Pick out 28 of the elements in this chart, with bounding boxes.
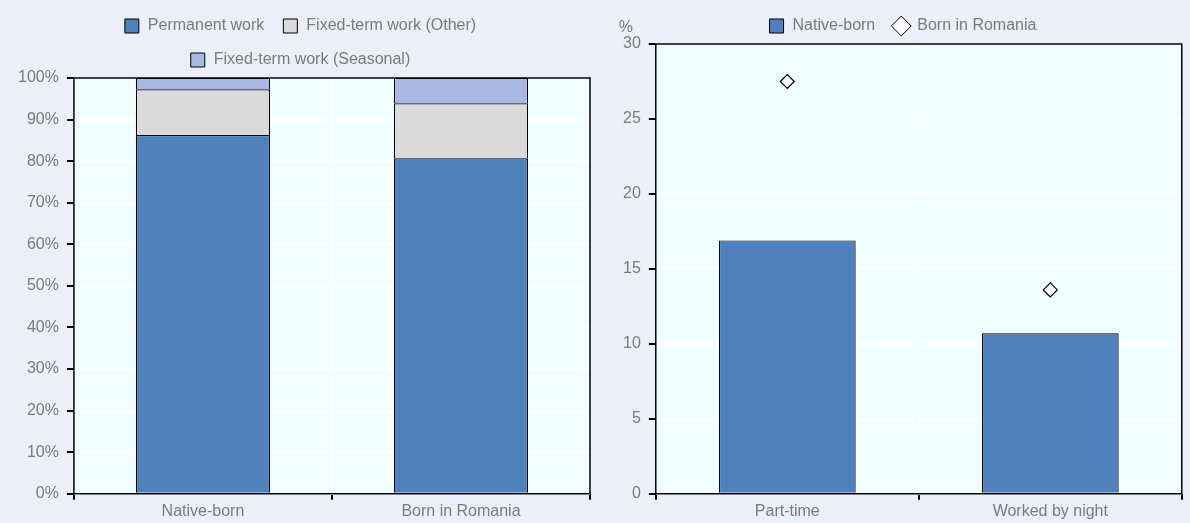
y-tick-label: 15 [623, 259, 641, 277]
y-axis-title: % [618, 18, 633, 36]
y-tick-label: 10 [623, 334, 641, 352]
y-tick-label: 90% [26, 109, 59, 127]
y-tick-label: 60% [26, 234, 59, 252]
y-tick-label: 70% [26, 193, 59, 211]
y-tick-label: 10% [26, 442, 59, 460]
y-tick-label: 30% [26, 359, 59, 377]
y-tick-label: 0% [35, 484, 59, 502]
x-tick-label: Part-time [754, 501, 820, 519]
y-tick-label: 20% [26, 401, 59, 419]
y-tick-label: 20 [623, 184, 641, 202]
x-tick-label: Native-born [161, 501, 245, 519]
y-tick-label: 80% [26, 151, 59, 169]
y-tick-label: 100% [18, 68, 59, 86]
legend-label: Native-born [792, 16, 876, 34]
y-tick-label: 25 [623, 109, 641, 127]
legend-label: Born in Romania [917, 16, 1037, 34]
legend-label: Fixed-term work (Seasonal) [213, 50, 411, 68]
y-tick-label: 50% [26, 276, 59, 294]
y-tick-label: 0 [631, 484, 641, 502]
x-tick-label: Worked by night [992, 501, 1109, 519]
legend-label: Fixed-term work (Other) [306, 16, 477, 34]
y-tick-label: 30 [623, 34, 641, 52]
x-tick-label: Born in Romania [401, 501, 521, 519]
y-tick-label: 40% [26, 317, 59, 335]
y-tick-label: 5 [631, 409, 641, 427]
legend-label: Permanent work [147, 16, 266, 34]
